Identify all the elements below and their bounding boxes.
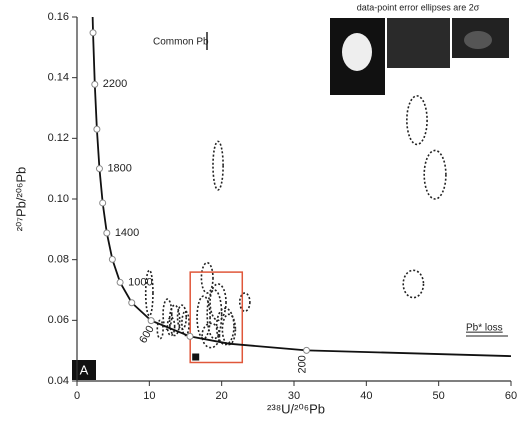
error-ellipse [209, 283, 227, 322]
panel-badge [72, 360, 96, 380]
y-tick-label: 0.16 [48, 11, 69, 23]
common-pb-label: Common Pb [153, 37, 209, 48]
age-marker [93, 125, 101, 133]
age-label: 200 [296, 355, 308, 373]
plot-area [89, 17, 511, 364]
age-marker [91, 80, 99, 88]
error-ellipse [406, 95, 428, 146]
error-ellipse [423, 149, 447, 200]
error-ellipse [206, 289, 223, 340]
y-tick-label: 0.04 [48, 375, 69, 387]
x-tick-label: 40 [360, 390, 372, 402]
x-tick-label: 50 [433, 390, 445, 402]
age-label: 1400 [115, 227, 139, 239]
box-badge [192, 353, 200, 361]
error-ellipse [212, 140, 224, 191]
panel-label: A [80, 362, 89, 377]
inset-grain [342, 33, 372, 71]
y-tick-label: 0.06 [48, 314, 69, 326]
age-marker [303, 346, 311, 354]
error-ellipse [144, 269, 154, 317]
x-axis-title: ²³⁸U/²⁰⁶Pb [267, 401, 325, 416]
y-tick-label: 0.10 [48, 193, 69, 205]
y-tick-label: 0.08 [48, 254, 69, 266]
error-ellipse [168, 304, 181, 337]
age-marker [103, 229, 111, 237]
age-label: 2200 [103, 78, 127, 90]
inset-grain [464, 31, 492, 49]
y-tick-label: 0.14 [48, 72, 69, 84]
x-tick-label: 30 [288, 390, 300, 402]
age-label: 1000 [128, 276, 152, 288]
inset-note: data-point error ellipses are 2σ [357, 2, 480, 12]
age-marker [108, 255, 116, 263]
error-ellipse [402, 269, 425, 299]
x-tick-label: 0 [74, 390, 80, 402]
pb-loss-label: Pb* loss [466, 323, 503, 334]
error-ellipse [156, 319, 164, 340]
age-marker [147, 317, 155, 325]
highlight-box [189, 271, 244, 364]
age-marker [186, 332, 194, 340]
error-ellipse [238, 292, 251, 313]
x-tick-label: 20 [216, 390, 228, 402]
y-tick-label: 0.12 [48, 132, 69, 144]
x-tick-label: 60 [505, 390, 517, 402]
inset-image [387, 18, 450, 68]
y-axis-title: ²⁰⁷Pb/²⁰⁶Pb [13, 167, 28, 232]
age-marker [95, 165, 103, 173]
error-ellipse [221, 313, 237, 346]
error-ellipse [215, 307, 235, 346]
x-tick-label: 10 [143, 390, 155, 402]
error-ellipse [201, 322, 221, 349]
age-marker [89, 29, 97, 37]
age-marker [116, 278, 124, 286]
insets [330, 18, 509, 95]
age-label: 1800 [107, 163, 131, 175]
age-marker [128, 299, 136, 307]
error-ellipse [200, 261, 214, 294]
age-marker [99, 199, 107, 207]
error-ellipse [196, 295, 211, 340]
